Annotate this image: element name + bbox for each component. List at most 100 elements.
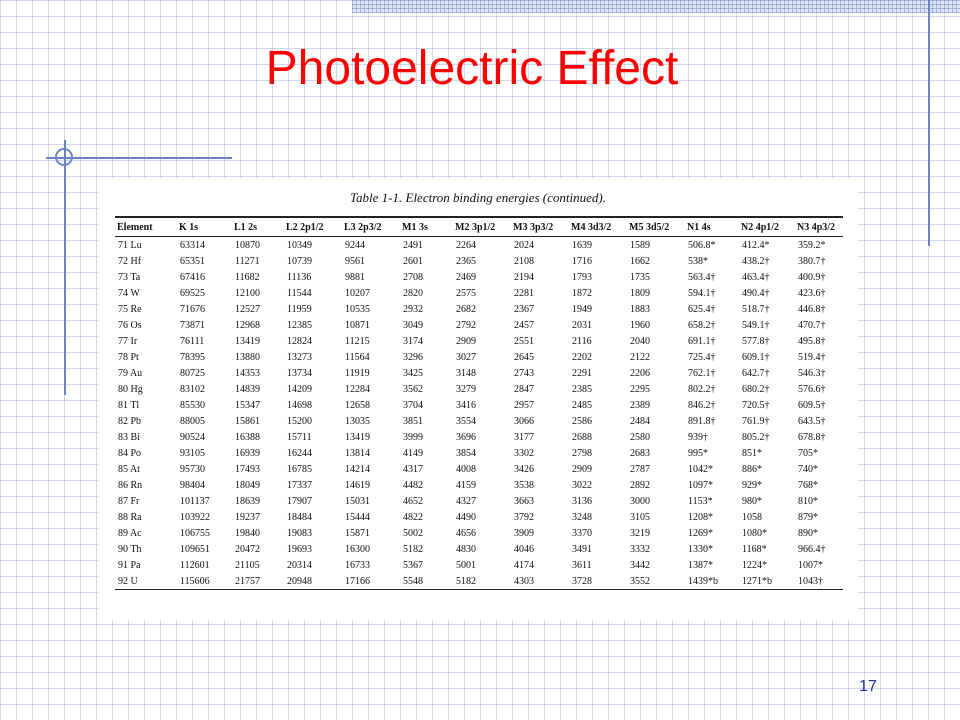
energy-cell: 3426	[514, 463, 534, 475]
energy-cell: 3049	[403, 319, 423, 331]
energy-cell: 106755	[180, 527, 210, 539]
energy-cell: 438.2†	[742, 255, 770, 267]
energy-cell: 609.1†	[742, 351, 770, 363]
energy-cell: 3999	[403, 431, 423, 443]
energy-cell: 9561	[345, 255, 365, 267]
energy-cell: 12100	[235, 287, 260, 299]
energy-cell: 680.2†	[742, 383, 770, 395]
energy-cell: 2202	[572, 351, 592, 363]
energy-cell: 1735	[630, 271, 650, 283]
energy-cell: 980*	[742, 495, 762, 507]
energy-cell: 463.4†	[742, 271, 770, 283]
energy-cell: 725.4†	[688, 351, 716, 363]
energy-cell: 380.7†	[798, 255, 826, 267]
energy-cell: 4656	[456, 527, 476, 539]
energy-cell: 16785	[287, 463, 312, 475]
energy-cell: 13419	[235, 335, 260, 347]
energy-cell: 3704	[403, 399, 423, 411]
energy-cell: 768*	[798, 479, 818, 491]
energy-cell: 3792	[514, 511, 534, 523]
energy-cell: 1793	[572, 271, 592, 283]
energy-cell: 1224*	[742, 559, 767, 571]
column-header: M4 3d3/2	[569, 216, 627, 237]
column-header: M2 3p1/2	[453, 216, 511, 237]
energy-cell: 678.8†	[798, 431, 826, 443]
energy-cell: 3491	[572, 543, 592, 555]
energy-cell: 109651	[180, 543, 210, 555]
element-cell: 88 Ra	[118, 511, 142, 523]
energy-cell: 5367	[403, 559, 423, 571]
table-row: 91 Pa 112601 21105 20314 16733 5367 5001 4174 36…	[115, 557, 843, 573]
energy-cell: 11959	[287, 303, 312, 315]
table-row: 74 W 69525 12100 11544 10207 2820 2575 2281 1872…	[115, 285, 843, 301]
energy-cell: 1042*	[688, 463, 713, 475]
energy-cell: 3909	[514, 527, 534, 539]
energy-cell: 3851	[403, 415, 423, 427]
element-cell: 78 Pt	[118, 351, 139, 363]
energy-cell: 966.4†	[798, 543, 826, 555]
column-header: N3 4p3/2	[795, 216, 843, 237]
energy-cell: 11136	[287, 271, 312, 283]
energy-cell: 13273	[287, 351, 312, 363]
energy-cell: 495.8†	[798, 335, 826, 347]
energy-cell: 577.8†	[742, 335, 770, 347]
energy-cell: 2798	[572, 447, 592, 459]
table-row: 90 Th 109651 20472 19693 16300 5182 4830 4046 34…	[115, 541, 843, 557]
energy-cell: 15347	[235, 399, 260, 411]
energy-cell: 12284	[345, 383, 370, 395]
column-header: M5 3d5/2	[627, 216, 685, 237]
table-row: 83 Bi 90524 16388 15711 13419 3999 3696 3177 268…	[115, 429, 843, 445]
energy-cell: 9881	[345, 271, 365, 283]
energy-cell: 1809	[630, 287, 650, 299]
energy-cell: 14209	[287, 383, 312, 395]
energy-cell: 412.4*	[742, 239, 770, 251]
column-header: L1 2s	[232, 216, 284, 237]
table-caption: Table 1-1. Electron binding energies (co…	[350, 190, 606, 205]
energy-cell: 10349	[287, 239, 312, 251]
energy-cell: 3554	[456, 415, 476, 427]
energy-cell: 3248	[572, 511, 592, 523]
energy-cell: 76111	[180, 335, 205, 347]
energy-cell: 2031	[572, 319, 592, 331]
energy-cell: 19083	[287, 527, 312, 539]
energy-cell: 549.1†	[742, 319, 770, 331]
energy-cell: 2909	[456, 335, 476, 347]
energy-cell: 3066	[514, 415, 534, 427]
energy-cell: 20948	[284, 573, 342, 590]
energy-cell: 1589	[630, 239, 650, 251]
energy-cell: 810*	[798, 495, 818, 507]
energy-cell: 85530	[180, 399, 205, 411]
energy-cell: 3148	[456, 367, 476, 379]
energy-cell: 691.1†	[688, 335, 716, 347]
energy-cell: 1330*	[688, 543, 713, 555]
energy-cell: 93105	[180, 447, 205, 459]
slide-title: Photoelectric Effect	[265, 42, 679, 95]
energy-cell: 886*	[742, 463, 762, 475]
energy-cell: 4174	[514, 559, 534, 571]
energy-cell: 446.8†	[798, 303, 826, 315]
element-cell: 85 At	[118, 463, 140, 475]
energy-cell: 13880	[235, 351, 260, 363]
energy-cell: 83102	[180, 383, 205, 395]
column-header: L2 2p1/2	[284, 216, 342, 237]
element-cell: 79 Au	[118, 367, 143, 379]
energy-cell: 891.8†	[688, 415, 716, 427]
energy-cell: 1080*	[742, 527, 767, 539]
energy-cell: 720.5†	[742, 399, 770, 411]
element-cell: 83 Bi	[118, 431, 140, 443]
column-header: M1 3s	[400, 216, 453, 237]
energy-cell: 4303	[511, 573, 569, 590]
energy-cell: 18049	[235, 479, 260, 491]
energy-cell: 10535	[345, 303, 370, 315]
element-cell: 84 Po	[118, 447, 142, 459]
energy-cell: 15200	[287, 415, 312, 427]
energy-cell: 1960	[630, 319, 650, 331]
energy-cell: 12658	[345, 399, 370, 411]
column-header: K 1s	[177, 216, 232, 237]
energy-cell: 929*	[742, 479, 762, 491]
energy-cell: 359.2*	[798, 239, 826, 251]
energy-cell: 538*	[688, 255, 708, 267]
energy-cell: 2116	[572, 335, 592, 347]
energy-cell: 3000	[630, 495, 650, 507]
energy-cell: 1168*	[742, 543, 767, 555]
